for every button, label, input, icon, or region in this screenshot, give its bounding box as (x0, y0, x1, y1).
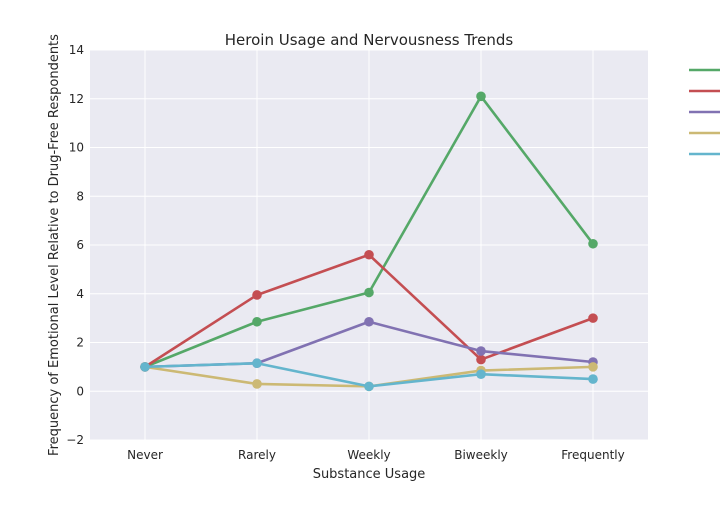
data-point (252, 290, 262, 300)
data-point (476, 369, 486, 379)
data-point (252, 358, 262, 369)
legend (689, 68, 720, 156)
y-tick-label: 12 (69, 92, 84, 106)
data-point (364, 249, 374, 260)
y-tick-label: 6 (76, 238, 84, 252)
y-tick-label: 0 (76, 384, 84, 398)
data-point (588, 362, 598, 372)
data-point (476, 91, 486, 102)
y-axis-label: Frequency of Emotional Level Relative to… (47, 34, 62, 456)
tick-labels: −2 0 2 4 6 8 10 12 14 Never Rarely Weekly Biweekly Fr… (66, 43, 624, 462)
x-axis-label: Substance Usage (313, 467, 426, 482)
x-tick-label: Biweekly (454, 448, 508, 462)
data-point (476, 346, 486, 356)
x-tick-label: Rarely (238, 448, 276, 462)
y-tick-label: 2 (76, 336, 84, 350)
x-tick-label: Never (127, 448, 163, 462)
data-point (588, 374, 598, 384)
data-point (140, 362, 150, 372)
data-point (252, 316, 262, 327)
data-point (364, 381, 374, 392)
series-lines (140, 91, 598, 392)
data-point (588, 313, 598, 323)
data-point (364, 316, 374, 327)
data-point (476, 354, 486, 365)
y-tick-label: 10 (69, 141, 84, 155)
y-tick-label: 4 (76, 287, 84, 301)
y-tick-label: −2 (66, 433, 84, 447)
data-point (588, 238, 598, 249)
y-tick-label: 8 (76, 189, 84, 203)
chart-title: Heroin Usage and Nervousness Trends (225, 31, 514, 49)
x-tick-label: Weekly (347, 448, 390, 462)
x-tick-label: Frequently (561, 448, 624, 462)
series-5 (140, 358, 598, 392)
data-point (364, 287, 374, 298)
data-point (252, 379, 262, 389)
y-tick-label: 14 (69, 43, 84, 57)
